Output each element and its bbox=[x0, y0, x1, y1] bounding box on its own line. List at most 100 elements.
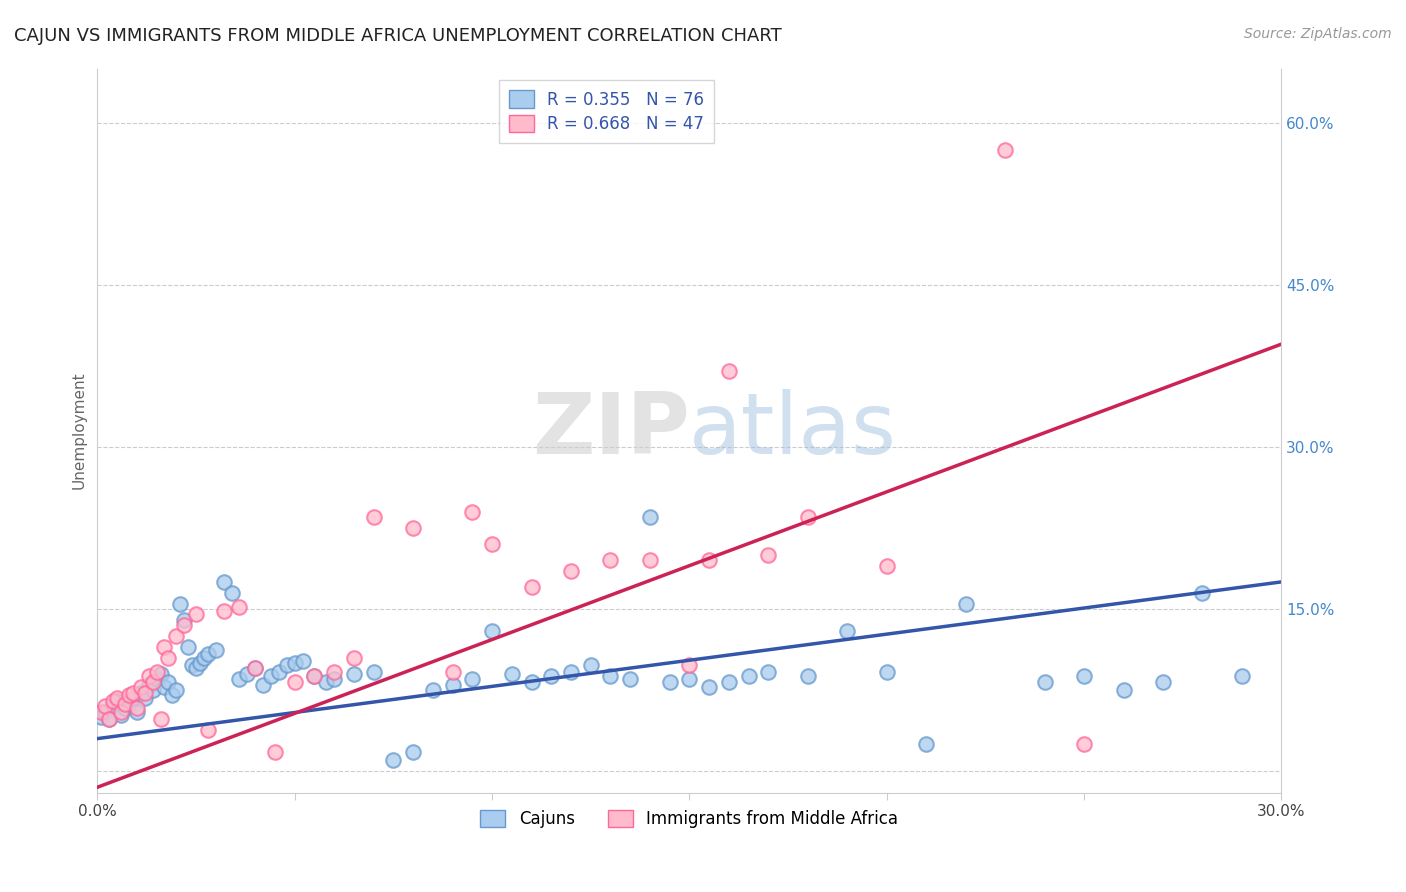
Point bbox=[101, 699, 124, 714]
Point bbox=[212, 574, 235, 589]
Point bbox=[188, 656, 211, 670]
Point bbox=[1073, 669, 1095, 683]
Legend: Cajuns, Immigrants from Middle Africa: Cajuns, Immigrants from Middle Africa bbox=[474, 804, 905, 835]
Point bbox=[197, 648, 219, 662]
Point bbox=[125, 701, 148, 715]
Point bbox=[658, 675, 681, 690]
Point bbox=[173, 618, 195, 632]
Point bbox=[157, 650, 180, 665]
Point bbox=[197, 723, 219, 737]
Point bbox=[756, 548, 779, 562]
Point bbox=[638, 553, 661, 567]
Point bbox=[134, 686, 156, 700]
Point bbox=[90, 710, 112, 724]
Point bbox=[228, 672, 250, 686]
Point bbox=[94, 699, 117, 714]
Point bbox=[221, 585, 243, 599]
Point bbox=[363, 510, 385, 524]
Text: ZIP: ZIP bbox=[531, 389, 689, 472]
Point bbox=[245, 661, 267, 675]
Point bbox=[697, 680, 720, 694]
Point bbox=[599, 553, 621, 567]
Point bbox=[98, 712, 121, 726]
Point bbox=[1230, 669, 1253, 683]
Point bbox=[915, 737, 938, 751]
Point bbox=[441, 677, 464, 691]
Point bbox=[560, 564, 582, 578]
Point bbox=[461, 672, 484, 686]
Point bbox=[343, 650, 366, 665]
Point bbox=[291, 654, 314, 668]
Point bbox=[122, 690, 145, 705]
Point bbox=[184, 607, 207, 622]
Point bbox=[284, 675, 307, 690]
Text: CAJUN VS IMMIGRANTS FROM MIDDLE AFRICA UNEMPLOYMENT CORRELATION CHART: CAJUN VS IMMIGRANTS FROM MIDDLE AFRICA U… bbox=[14, 27, 782, 45]
Point bbox=[402, 745, 425, 759]
Point bbox=[1112, 683, 1135, 698]
Point bbox=[90, 705, 112, 719]
Point bbox=[441, 665, 464, 679]
Point bbox=[101, 694, 124, 708]
Point bbox=[717, 364, 740, 378]
Point bbox=[134, 690, 156, 705]
Point bbox=[153, 640, 176, 654]
Point bbox=[304, 669, 326, 683]
Point bbox=[284, 656, 307, 670]
Point bbox=[204, 643, 226, 657]
Point bbox=[165, 683, 187, 698]
Text: Source: ZipAtlas.com: Source: ZipAtlas.com bbox=[1244, 27, 1392, 41]
Point bbox=[481, 537, 503, 551]
Point bbox=[501, 666, 523, 681]
Point bbox=[323, 665, 346, 679]
Point bbox=[697, 553, 720, 567]
Point bbox=[181, 658, 204, 673]
Point bbox=[363, 665, 385, 679]
Point bbox=[110, 707, 132, 722]
Point bbox=[315, 675, 337, 690]
Point bbox=[138, 669, 160, 683]
Point bbox=[402, 521, 425, 535]
Point bbox=[955, 597, 977, 611]
Point bbox=[276, 658, 298, 673]
Point bbox=[125, 705, 148, 719]
Text: atlas: atlas bbox=[689, 389, 897, 472]
Point bbox=[173, 613, 195, 627]
Point bbox=[540, 669, 562, 683]
Point bbox=[149, 712, 172, 726]
Point bbox=[737, 669, 759, 683]
Point bbox=[149, 666, 172, 681]
Point bbox=[1191, 585, 1213, 599]
Point bbox=[304, 669, 326, 683]
Point bbox=[1033, 675, 1056, 690]
Point bbox=[638, 510, 661, 524]
Point bbox=[599, 669, 621, 683]
Point bbox=[177, 640, 200, 654]
Point bbox=[114, 697, 136, 711]
Point bbox=[264, 745, 287, 759]
Point bbox=[717, 675, 740, 690]
Point bbox=[994, 143, 1017, 157]
Point bbox=[260, 669, 283, 683]
Point bbox=[797, 669, 820, 683]
Point bbox=[228, 599, 250, 614]
Point bbox=[343, 666, 366, 681]
Point bbox=[520, 675, 543, 690]
Point bbox=[619, 672, 641, 686]
Point bbox=[145, 672, 167, 686]
Point bbox=[579, 658, 602, 673]
Point bbox=[118, 689, 141, 703]
Point bbox=[236, 666, 259, 681]
Point bbox=[193, 650, 215, 665]
Point bbox=[245, 661, 267, 675]
Point bbox=[756, 665, 779, 679]
Point bbox=[1152, 675, 1174, 690]
Point bbox=[105, 690, 128, 705]
Point bbox=[212, 604, 235, 618]
Point bbox=[142, 675, 165, 690]
Point bbox=[252, 677, 274, 691]
Point bbox=[323, 672, 346, 686]
Point bbox=[876, 558, 898, 573]
Point bbox=[145, 665, 167, 679]
Point bbox=[105, 694, 128, 708]
Point bbox=[162, 689, 184, 703]
